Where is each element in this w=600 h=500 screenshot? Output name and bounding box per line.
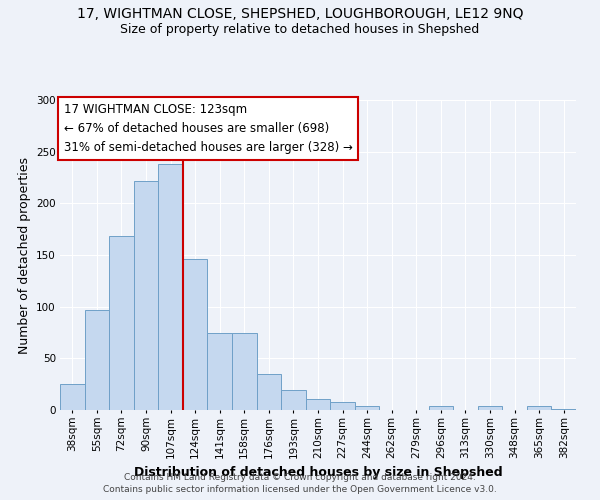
Text: 17 WIGHTMAN CLOSE: 123sqm
← 67% of detached houses are smaller (698)
31% of semi: 17 WIGHTMAN CLOSE: 123sqm ← 67% of detac… [64,103,353,154]
X-axis label: Distribution of detached houses by size in Shepshed: Distribution of detached houses by size … [134,466,502,479]
Bar [134,180,158,410]
Bar [355,406,379,410]
Bar [60,384,85,410]
Bar [232,332,257,410]
Bar [330,402,355,410]
Bar [551,409,576,410]
Y-axis label: Number of detached properties: Number of detached properties [17,156,31,354]
Bar [306,398,330,410]
Bar [158,164,183,410]
Bar [428,406,453,410]
Bar [109,236,134,410]
Bar [85,310,109,410]
Bar [257,374,281,410]
Bar [281,390,306,410]
Text: Contains public sector information licensed under the Open Government Licence v3: Contains public sector information licen… [103,485,497,494]
Text: Size of property relative to detached houses in Shepshed: Size of property relative to detached ho… [121,22,479,36]
Bar [478,406,502,410]
Text: Contains HM Land Registry data © Crown copyright and database right 2024.: Contains HM Land Registry data © Crown c… [124,472,476,482]
Bar [183,259,208,410]
Bar [527,406,551,410]
Text: 17, WIGHTMAN CLOSE, SHEPSHED, LOUGHBOROUGH, LE12 9NQ: 17, WIGHTMAN CLOSE, SHEPSHED, LOUGHBOROU… [77,8,523,22]
Bar [208,332,232,410]
